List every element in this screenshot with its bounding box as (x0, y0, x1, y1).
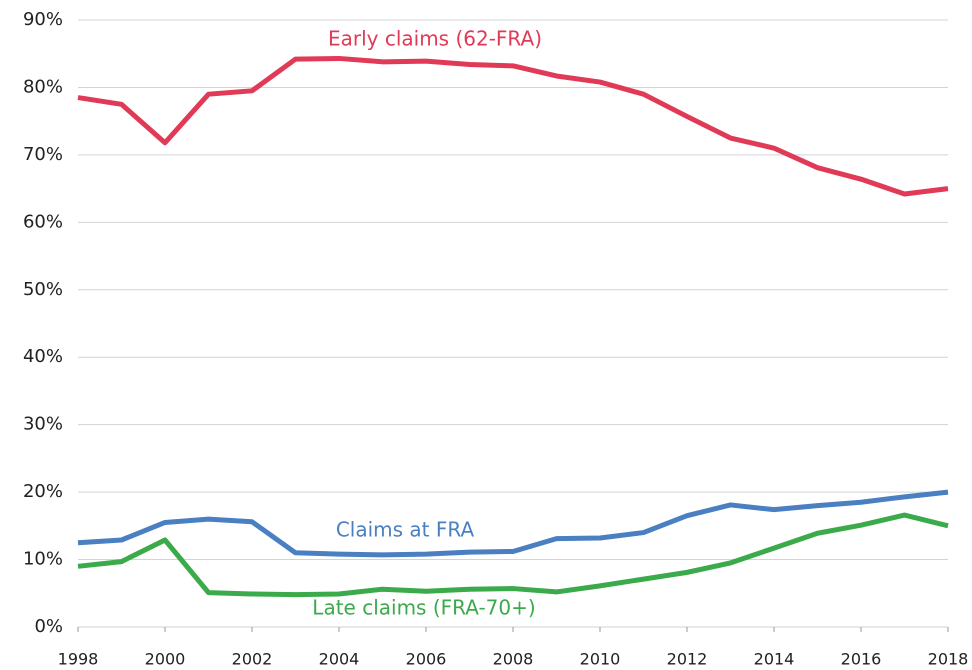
series-line (77, 512, 949, 598)
x-tick-label: 2006 (406, 650, 447, 669)
y-tick-label: 80% (23, 76, 63, 97)
y-tick-label: 50% (23, 279, 63, 300)
series-label: Late claims (FRA-70+) (312, 596, 535, 620)
x-tick-label: 2016 (841, 650, 882, 669)
series-label: Claims at FRA (336, 518, 475, 542)
series-line (77, 55, 949, 197)
y-tick-label: 60% (23, 211, 63, 232)
y-tick-label: 70% (23, 144, 63, 165)
y-tick-label: 20% (23, 481, 63, 502)
y-tick-label: 0% (34, 616, 63, 637)
series-line (77, 489, 949, 558)
y-tick-label: 10% (23, 549, 63, 570)
x-tick-label: 2018 (928, 650, 969, 669)
y-tick-label: 90% (23, 9, 63, 30)
y-tick-label: 30% (23, 414, 63, 435)
x-tick-label: 2014 (754, 650, 795, 669)
x-tick-label: 2010 (580, 650, 621, 669)
y-tick-label: 40% (23, 346, 63, 367)
x-tick-label: 2004 (319, 650, 360, 669)
x-tick-label: 2012 (667, 650, 708, 669)
x-tick-label: 1998 (58, 650, 99, 669)
x-tick-label: 2008 (493, 650, 534, 669)
x-tick-label: 2002 (232, 650, 273, 669)
series-label: Early claims (62-FRA) (328, 27, 542, 51)
x-tick-label: 2000 (145, 650, 186, 669)
